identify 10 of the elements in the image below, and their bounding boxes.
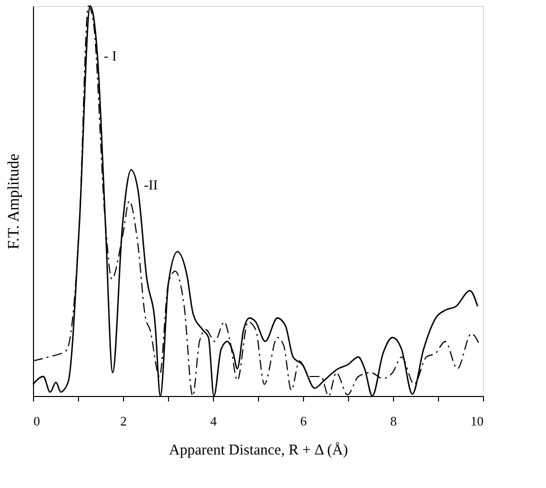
x-tick-label: 10 bbox=[470, 414, 484, 428]
annotation: -II bbox=[144, 178, 158, 194]
annotation: - I bbox=[104, 50, 117, 65]
x-tick-label: 8 bbox=[390, 414, 397, 428]
x-tick-label: 0 bbox=[34, 414, 40, 428]
y-axis-title: F.T. Amplitude bbox=[6, 154, 22, 250]
x-tick-label: 6 bbox=[300, 414, 308, 428]
x-tick-label: 2 bbox=[120, 414, 127, 428]
x-axis-title: Apparent Distance, R + Δ (Å) bbox=[169, 442, 348, 458]
x-tick-label: 4 bbox=[210, 414, 218, 428]
